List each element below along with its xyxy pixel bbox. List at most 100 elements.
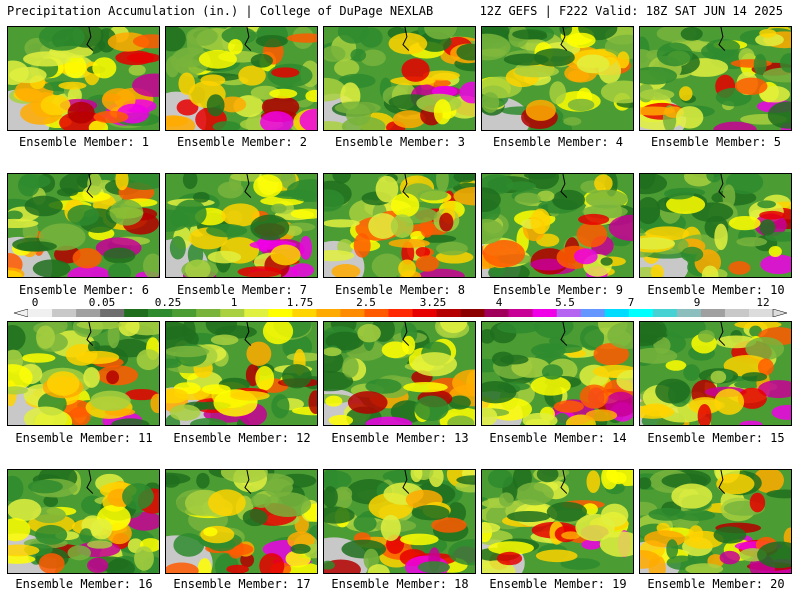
colorbar-tick-label: 12: [756, 296, 770, 309]
ensemble-member-map: [481, 26, 634, 131]
colorbar-tick-label: 0.25: [154, 296, 182, 309]
ensemble-member-map: [481, 173, 634, 278]
ensemble-member-map: [165, 469, 318, 574]
ensemble-member-map: [481, 321, 634, 426]
precipitation-field: [8, 174, 159, 277]
colorbar-swatch: [628, 309, 654, 317]
colorbar-swatch: [100, 309, 125, 317]
ensemble-member-label: Ensemble Member: 15: [647, 431, 785, 445]
colorbar-tick-label: 4: [495, 296, 503, 309]
precipitation-field: [640, 322, 791, 425]
ensemble-member-label: Ensemble Member: 19: [489, 577, 627, 591]
ensemble-member-map: [639, 26, 792, 131]
precipitation-field: [482, 322, 633, 425]
ensemble-member-map: [7, 173, 160, 278]
ensemble-member-map: [639, 469, 792, 574]
precipitation-field: [324, 27, 475, 130]
colorbar-swatch: [532, 309, 558, 317]
ensemble-member-map: [639, 173, 792, 278]
ensemble-member-label: Ensemble Member: 17: [173, 577, 311, 591]
ensemble-member-label: Ensemble Member: 14: [489, 431, 627, 445]
ensemble-member-map: [481, 469, 634, 574]
ensemble-member-map: [7, 321, 160, 426]
precipitation-field: [324, 322, 475, 425]
ensemble-member-label: Ensemble Member: 8: [334, 283, 466, 297]
precipitation-field: [640, 470, 791, 573]
precipitation-field: [640, 174, 791, 277]
colorbar-swatch: [436, 309, 461, 317]
ensemble-member-label: Ensemble Member: 3: [334, 135, 466, 149]
precipitation-field: [482, 27, 633, 130]
colorbar-swatch: [748, 309, 774, 317]
header-title-left: Precipitation Accumulation (in.) | Colle…: [7, 4, 434, 18]
precipitation-field: [166, 322, 317, 425]
ensemble-member-label: Ensemble Member: 10: [647, 283, 785, 297]
precipitation-field: [166, 470, 317, 573]
colorbar-swatch: [364, 309, 389, 317]
colorbar-swatch: [148, 309, 173, 317]
colorbar-swatch: [52, 309, 77, 317]
ensemble-member-label: Ensemble Member: 1: [18, 135, 150, 149]
ensemble-member-label: Ensemble Member: 7: [176, 283, 308, 297]
colorbar-swatch: [652, 309, 678, 317]
colorbar-swatch: [220, 309, 245, 317]
ensemble-member-label: Ensemble Member: 9: [492, 283, 624, 297]
ensemble-member-label: Ensemble Member: 6: [18, 283, 150, 297]
ensemble-member-label: Ensemble Member: 11: [15, 431, 153, 445]
precipitation-field: [8, 470, 159, 573]
colorbar-swatch: [316, 309, 341, 317]
ensemble-member-label: Ensemble Member: 5: [650, 135, 782, 149]
colorbar-swatch: [268, 309, 293, 317]
ensemble-member-label: Ensemble Member: 4: [492, 135, 624, 149]
ensemble-member-map: [165, 26, 318, 131]
colorbar-tick-label: 9: [693, 296, 701, 309]
precipitation-field: [166, 27, 317, 130]
colorbar-tick-label: 7: [627, 296, 635, 309]
ensemble-member-label: Ensemble Member: 12: [173, 431, 311, 445]
precipitation-field: [640, 27, 791, 130]
precipitation-field: [324, 470, 475, 573]
ensemble-member-label: Ensemble Member: 20: [647, 577, 785, 591]
ensemble-member-map: [639, 321, 792, 426]
ensemble-member-label: Ensemble Member: 18: [331, 577, 469, 591]
ensemble-member-map: [323, 173, 476, 278]
colorbar-tick-label: 0.05: [88, 296, 116, 309]
colorbar-swatch: [556, 309, 582, 317]
header-title-right: 12Z GEFS | F222 Valid: 18Z SAT JUN 14 20…: [479, 4, 783, 18]
colorbar-swatch: [124, 309, 149, 317]
ensemble-member-map: [323, 321, 476, 426]
colorbar-swatch: [460, 309, 485, 317]
colorbar-swatch: [700, 309, 726, 317]
colorbar-tick-label: 2.5: [356, 296, 376, 309]
colorbar-swatch: [724, 309, 750, 317]
colorbar-max-arrow: [772, 309, 787, 317]
colorbar-swatch: [604, 309, 630, 317]
ensemble-member-map: [165, 321, 318, 426]
colorbar-tick-label: 5.5: [555, 296, 575, 309]
precipitation-field: [166, 174, 317, 277]
colorbar-tick-label: 1: [230, 296, 238, 309]
colorbar: [14, 309, 787, 317]
colorbar-swatch: [28, 309, 53, 317]
colorbar-swatch: [508, 309, 533, 317]
colorbar-swatch: [340, 309, 365, 317]
ensemble-member-map: [7, 26, 160, 131]
ensemble-member-map: [323, 469, 476, 574]
ensemble-member-label: Ensemble Member: 16: [15, 577, 153, 591]
colorbar-min-arrow: [14, 309, 29, 317]
colorbar-swatch: [172, 309, 197, 317]
colorbar-swatch: [244, 309, 269, 317]
precipitation-field: [324, 174, 475, 277]
ensemble-member-label: Ensemble Member: 2: [176, 135, 308, 149]
colorbar-swatch: [292, 309, 317, 317]
colorbar-swatch: [76, 309, 101, 317]
colorbar-swatch: [580, 309, 606, 317]
ensemble-member-map: [7, 469, 160, 574]
colorbar-tick-label: 3.25: [419, 296, 447, 309]
colorbar-swatch: [412, 309, 437, 317]
colorbar-swatch: [676, 309, 702, 317]
precipitation-field: [482, 470, 633, 573]
colorbar-tick-label: 1.75: [286, 296, 314, 309]
ensemble-member-map: [323, 26, 476, 131]
ensemble-member-map: [165, 173, 318, 278]
